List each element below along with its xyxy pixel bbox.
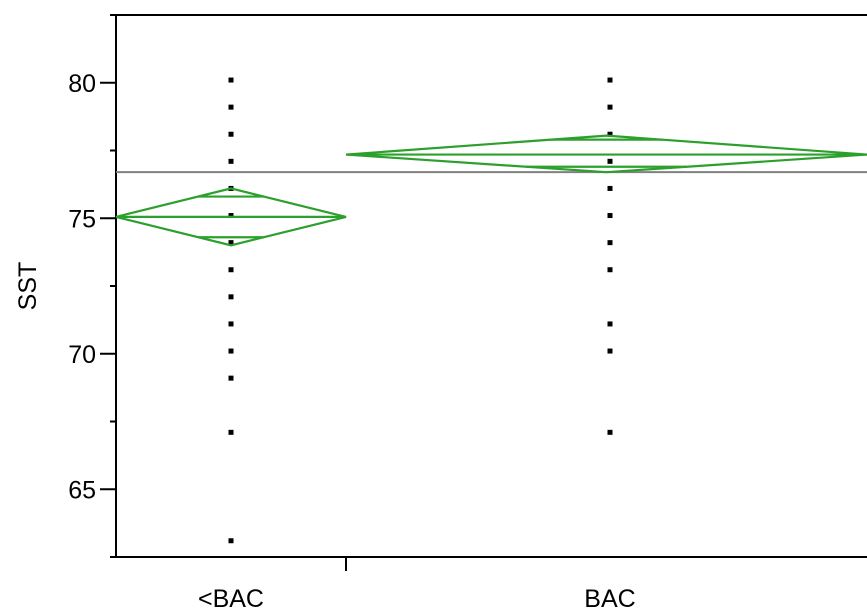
data-point	[607, 77, 613, 83]
y-tick-label: 70	[68, 341, 96, 369]
data-point	[228, 348, 234, 354]
data-point	[607, 104, 613, 110]
data-point	[228, 375, 234, 381]
data-point	[228, 321, 234, 327]
data-point	[607, 185, 613, 191]
data-point	[607, 158, 613, 164]
y-axis-title: SST	[14, 262, 42, 311]
data-point	[228, 131, 234, 137]
data-point	[228, 538, 234, 544]
data-point	[607, 213, 613, 219]
data-point	[607, 240, 613, 246]
data-point	[228, 267, 234, 273]
data-point	[228, 158, 234, 164]
data-point	[228, 240, 234, 246]
data-point	[228, 294, 234, 300]
y-tick-label: 80	[68, 70, 96, 98]
data-point	[607, 321, 613, 327]
y-tick-label: 65	[68, 476, 96, 504]
data-point	[607, 348, 613, 354]
means-diamond	[345, 134, 867, 174]
data-point	[228, 213, 234, 219]
data-point	[607, 429, 613, 435]
data-point	[228, 77, 234, 83]
x-tick-label: <BAC	[198, 585, 264, 612]
data-point	[228, 429, 234, 435]
data-point	[607, 267, 613, 273]
data-point	[607, 131, 613, 137]
y-tick-label: 75	[68, 205, 96, 233]
x-tick-label: BAC	[584, 585, 635, 612]
data-point	[228, 104, 234, 110]
